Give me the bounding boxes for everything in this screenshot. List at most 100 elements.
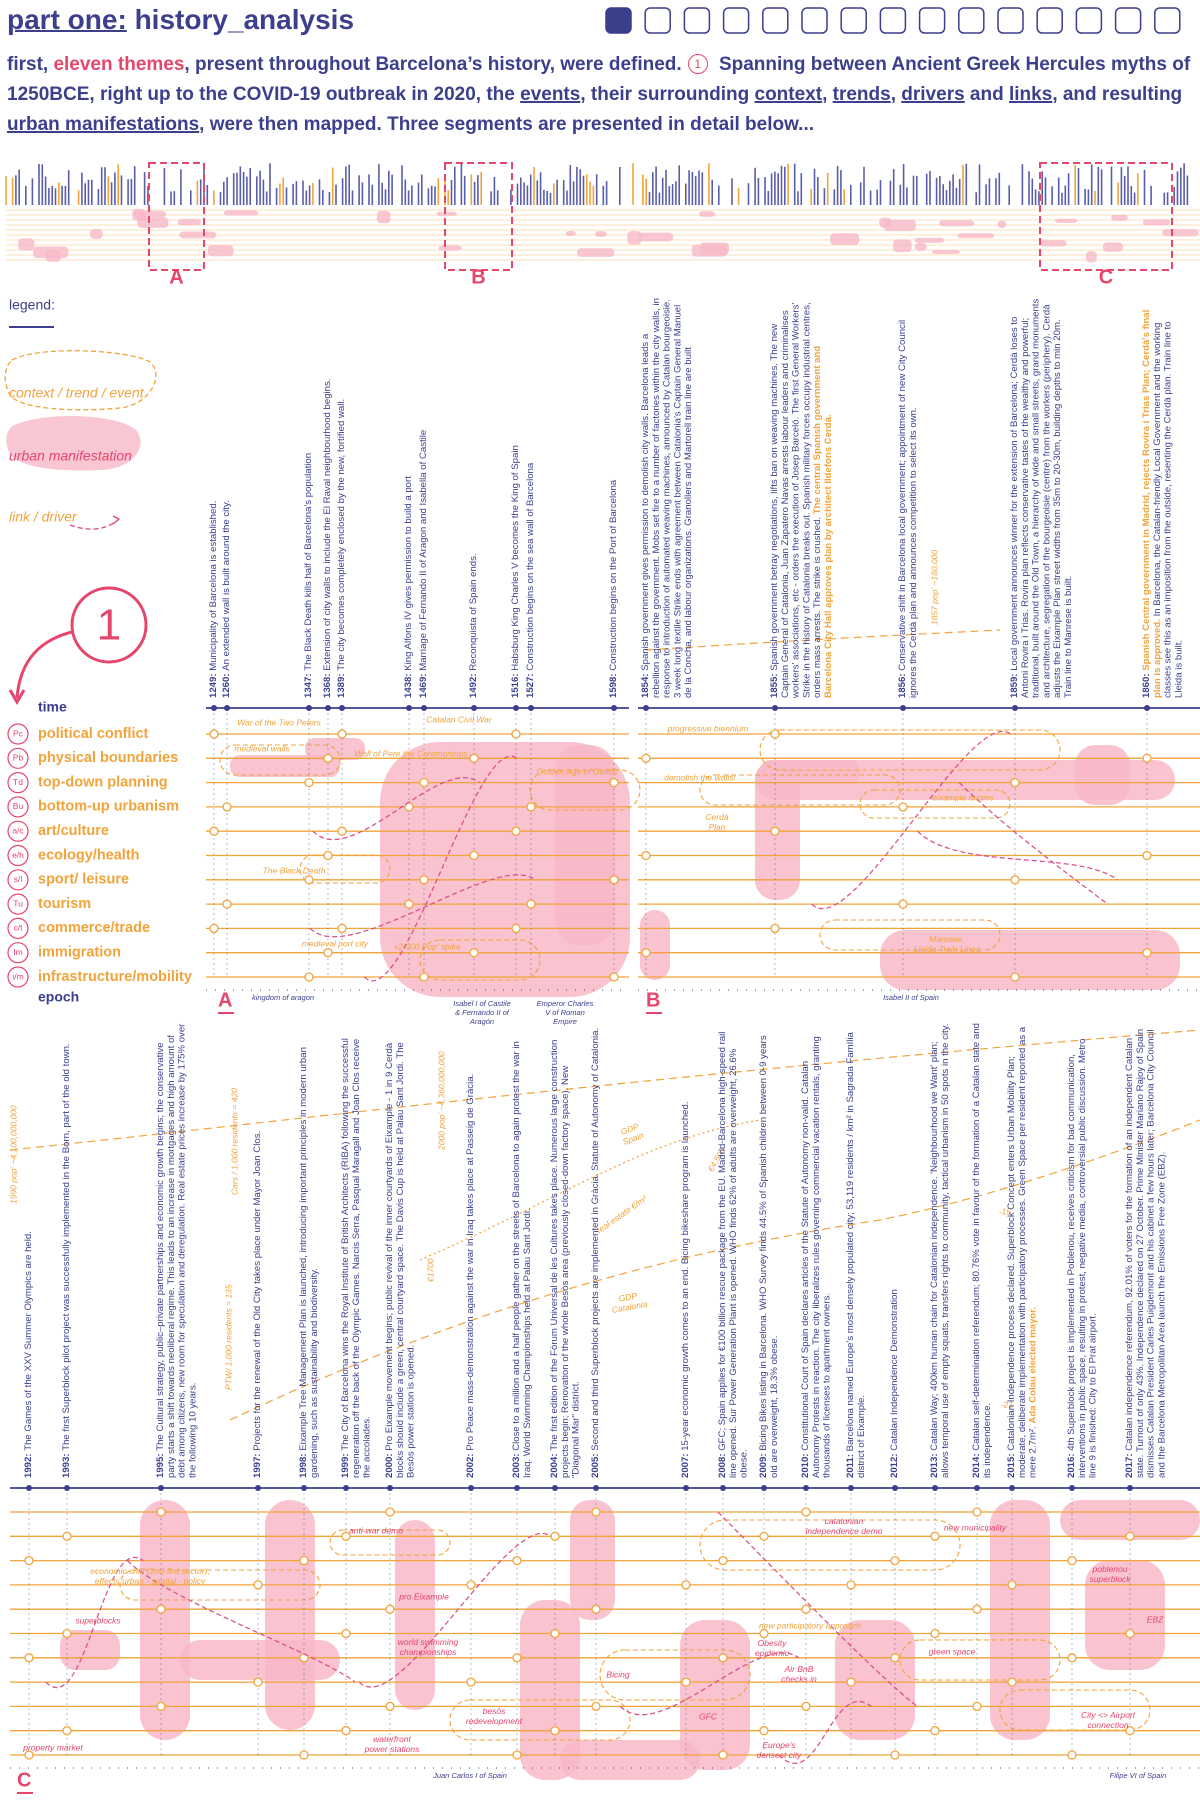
event-highlight: Ada Colau elected mayor.: [1027, 1306, 1039, 1424]
annotation: besòs redevelopment: [466, 1706, 523, 1726]
context-loop: [119, 1569, 321, 1601]
event-node: [972, 1507, 982, 1517]
overview-blob: [879, 217, 892, 228]
event-node: [341, 1628, 351, 1639]
event-dot: [1144, 705, 1150, 711]
event-year: 2002:: [465, 1453, 476, 1478]
overview-blob: [932, 249, 960, 254]
theme-code-circle: [7, 723, 29, 745]
event-description: King Alfons IV gives permission to build…: [403, 476, 414, 671]
progress-box: [918, 7, 946, 34]
annotation: eixample origins: [932, 792, 994, 802]
annotation-line: densest city: [757, 1750, 803, 1760]
annotation: Wall of Pere the Ceremonious: [354, 748, 468, 758]
event-description: Catalan self-determination referendum; 8…: [971, 1023, 993, 1478]
overview-frame: [1039, 162, 1173, 271]
event-node: [304, 875, 314, 885]
annotation-line: poblenou: [1092, 1564, 1128, 1574]
event-dot: [343, 1485, 349, 1491]
annotation: green space: [929, 1646, 976, 1656]
urban-manifestation: [305, 738, 365, 760]
theme-name: immigration: [38, 945, 121, 961]
event-text: 2009: Bicing Bikes listing in Barcelona.…: [758, 1023, 781, 1478]
event-node: [641, 753, 651, 763]
urban-manifestation: [1085, 1560, 1165, 1670]
event-node: [641, 850, 651, 861]
overview-blob: [957, 233, 995, 239]
event-node: [323, 948, 333, 958]
theme-code-circle: [7, 771, 29, 794]
event-node: [1125, 1726, 1135, 1736]
event-dot: [900, 705, 906, 711]
event-description: Local government announces winner for th…: [1009, 298, 1074, 698]
event-year: 1516:: [510, 673, 521, 698]
epoch: Juan Carlos I of Spain: [432, 1771, 507, 1780]
event-node: [304, 777, 314, 788]
progress-box: [879, 7, 907, 34]
event-node: [930, 1628, 940, 1639]
overview-blob: [376, 210, 391, 224]
overview-blob: [1142, 219, 1171, 226]
annotation: real estate €/m²: [595, 1193, 650, 1236]
annotation: Catalan Civil War: [426, 714, 493, 724]
event-dot: [158, 1485, 164, 1491]
event-node: [156, 1507, 166, 1517]
event-year: 1998:: [298, 1453, 309, 1478]
link-driver: [717, 1511, 918, 1707]
intro-marker: 1: [687, 54, 708, 74]
event-dot: [255, 1485, 261, 1491]
event-description: Pro Peace mass-demonstration against the…: [465, 1073, 476, 1451]
event-description: Construction begins on the Port of Barce…: [608, 479, 619, 671]
event-year: 1438:: [403, 673, 414, 698]
event-year: 1598:: [608, 673, 619, 698]
event-node: [801, 1507, 811, 1517]
event-node: [404, 899, 414, 909]
epoch: Isabel I of Castile & Fernando II of Aragó…: [453, 999, 511, 1026]
event-description: Catalan independence referendum, 92.01% …: [1124, 1028, 1168, 1478]
event-year: 1993:: [61, 1453, 72, 1478]
annotation-line: Cerdà: [705, 812, 728, 822]
event-dot: [471, 705, 477, 711]
event-node: [770, 729, 780, 739]
progress-box: [762, 7, 789, 34]
title-text: history_analysis: [134, 4, 355, 35]
event-node: [890, 1653, 900, 1663]
progress-box: [997, 7, 1024, 34]
event-year: 1854:: [640, 673, 651, 698]
link-driver: [309, 874, 536, 938]
overview-blob: [938, 220, 975, 227]
event-dot: [325, 705, 331, 711]
event-description: Second and third Superblock projects are…: [590, 1027, 601, 1451]
overview-blob: [1054, 218, 1078, 223]
annotation: Cars / 1,000 residents = 420: [229, 1088, 239, 1195]
annotation: 2000 pop' ~4,360,000,000: [436, 1051, 446, 1151]
theme-code: Pb: [13, 753, 24, 763]
event-node: [385, 1604, 395, 1614]
event-text: 1598: Construction begins on the Port of…: [608, 298, 620, 698]
progress-box: [1114, 7, 1142, 34]
context-loop: [819, 919, 1001, 951]
overview-blob: [1039, 240, 1067, 247]
event-description: Construction begins on the sea wall of B…: [525, 462, 536, 671]
theme-code-circle: [7, 796, 29, 818]
event-node: [337, 729, 347, 739]
annotation: economic shift (2nd-3rd sector); effects …: [90, 1566, 210, 1586]
theme-name: commerce/trade: [38, 920, 150, 936]
event-description: Catalan Independence Demonstration: [889, 1289, 900, 1451]
theme-code: i/m: [12, 971, 23, 981]
theme-name: physical boundaries: [38, 750, 178, 766]
event-node: [890, 1750, 900, 1760]
intro-keyword: events: [520, 84, 581, 105]
event-dot: [301, 1485, 307, 1491]
event-year: 2010:: [800, 1453, 811, 1478]
annotation: medieval walls: [234, 743, 290, 753]
event-node: [1010, 875, 1020, 885]
event-description: The Cultural strategy, public–private pa…: [155, 1023, 199, 1478]
event-description: Reconquista of Spain ends.: [468, 553, 479, 671]
marker-arrow: [15, 630, 73, 699]
overview-blob: [438, 245, 462, 251]
theme-code-circle: [7, 844, 29, 867]
event-text: 1992: The Games of the XXV Summer Olympi…: [23, 1023, 35, 1478]
event-year: 1859:: [1009, 673, 1020, 698]
progress-box: [644, 7, 671, 34]
